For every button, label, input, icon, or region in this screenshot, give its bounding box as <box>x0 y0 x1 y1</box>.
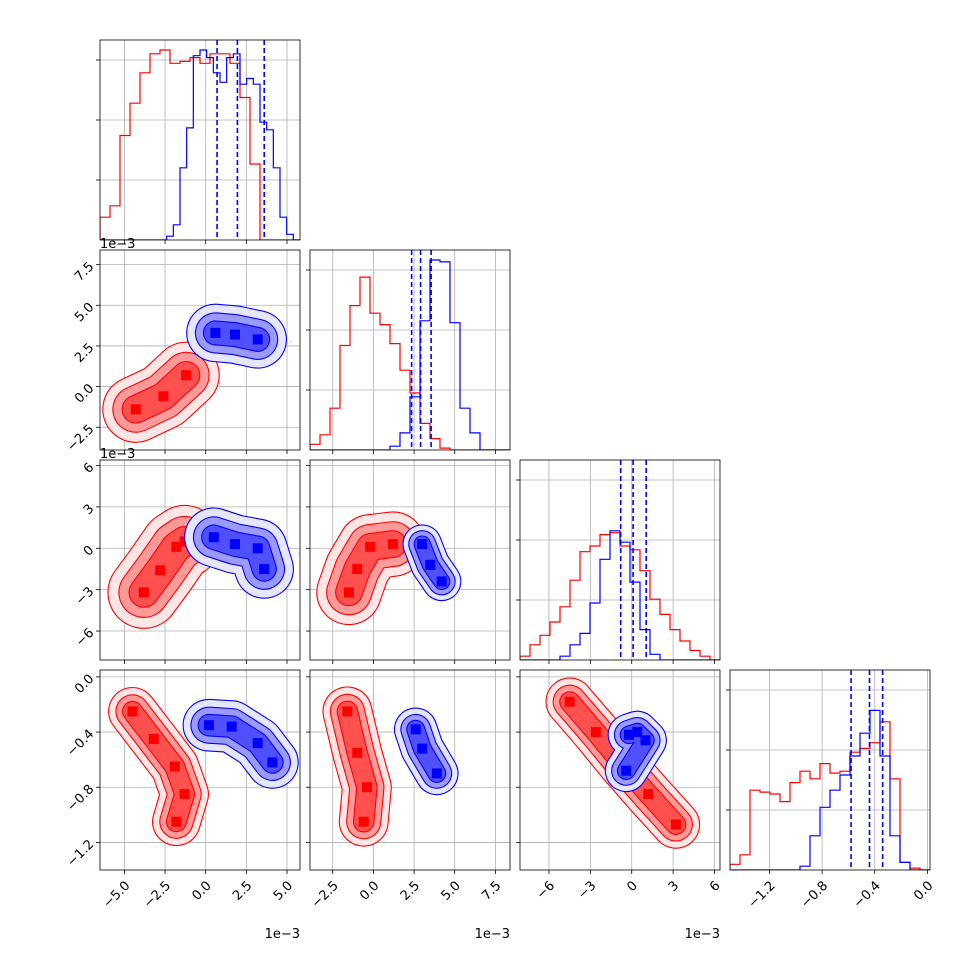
blue-density-level <box>202 525 276 581</box>
histogram-panel-1 <box>306 249 511 454</box>
red-sample-point <box>346 520 349 523</box>
red-histogram <box>310 276 510 450</box>
scatter-panel-1-0 <box>96 249 301 454</box>
blue-density-peak <box>230 329 240 340</box>
blue-sample-point <box>290 341 293 343</box>
blue-density-peak <box>208 532 219 543</box>
red-density-peak <box>158 391 169 402</box>
panel-frame <box>309 249 511 451</box>
red-density-peak <box>130 404 141 415</box>
histogram-panel-0 <box>96 39 301 244</box>
blue-density-peak <box>230 539 240 550</box>
panel-frame <box>99 249 301 451</box>
red-histogram <box>100 49 300 240</box>
scatter-panel-2-1 <box>306 459 511 664</box>
scatter-panel-2-0 <box>96 459 301 664</box>
red-density-peak <box>171 541 182 552</box>
blue-density-peak <box>252 334 263 345</box>
red-density-peak <box>138 587 149 598</box>
blue-sample-point <box>297 552 300 555</box>
panel-frame <box>99 39 301 241</box>
red-density-peak <box>155 565 166 576</box>
red-density-peak <box>181 370 192 381</box>
blue-density-peak <box>252 543 263 554</box>
panel-frame <box>99 459 301 661</box>
blue-histogram <box>100 49 300 240</box>
blue-density-peak <box>210 327 221 338</box>
blue-density-peak <box>259 564 270 574</box>
blue-histogram <box>310 259 510 450</box>
